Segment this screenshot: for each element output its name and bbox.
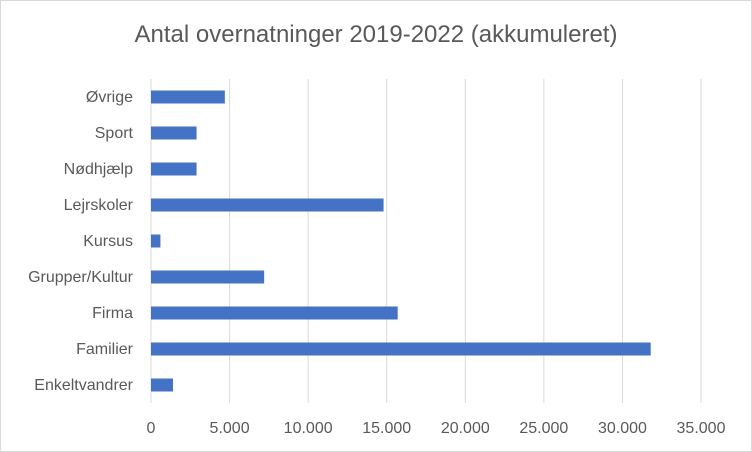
category-label: Nødhjælp <box>64 161 133 178</box>
category-label: Grupper/Kultur <box>28 269 134 286</box>
x-tick-label: 5.000 <box>210 420 250 437</box>
x-tick-label: 15.000 <box>362 420 411 437</box>
bar <box>151 306 398 320</box>
bar <box>151 234 161 248</box>
category-label: Øvrige <box>86 89 133 106</box>
category-label: Firma <box>92 305 133 322</box>
x-tick-label: 30.000 <box>598 420 647 437</box>
x-tick-label: 0 <box>147 420 156 437</box>
bar <box>151 198 384 212</box>
bar <box>151 126 197 140</box>
x-tick-label: 35.000 <box>677 420 726 437</box>
category-label: Familier <box>76 341 134 358</box>
category-label: Lejrskoler <box>64 197 134 214</box>
x-tick-label: 20.000 <box>441 420 490 437</box>
bar <box>151 270 265 284</box>
x-tick-label: 25.000 <box>519 420 568 437</box>
bar <box>151 162 197 176</box>
bar <box>151 342 651 356</box>
bar <box>151 90 225 104</box>
x-tick-label: 10.000 <box>284 420 333 437</box>
category-label: Kursus <box>83 233 133 250</box>
category-label: Sport <box>95 125 134 142</box>
bar <box>151 378 173 392</box>
category-label: Enkeltvandrer <box>34 377 133 394</box>
chart-title: Antal overnatninger 2019-2022 (akkumuler… <box>134 21 618 48</box>
